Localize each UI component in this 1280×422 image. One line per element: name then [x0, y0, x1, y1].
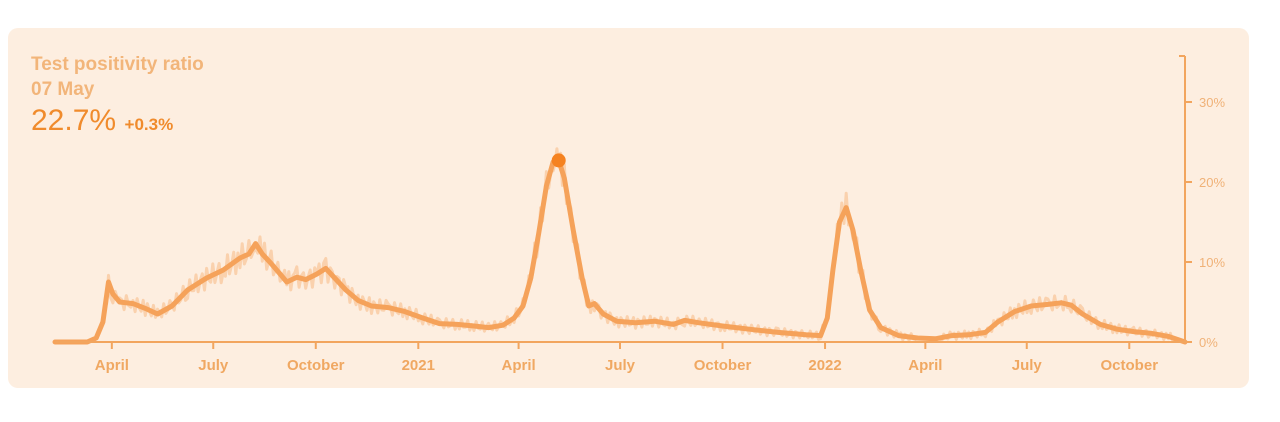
x-tick-label-3: 2021	[402, 357, 435, 374]
x-tick-label-7: 2022	[808, 357, 841, 374]
x-tick-label-9: July	[1012, 357, 1043, 374]
x-tick-label-8: April	[908, 357, 942, 374]
readout-value: 22.7%	[31, 104, 117, 137]
chart-card	[8, 28, 1249, 388]
x-tick-label-0: April	[95, 357, 129, 374]
x-tick-label-10: October	[1101, 357, 1159, 374]
readout-panel: Test positivity ratio 07 May 22.7% +0.3%	[31, 52, 204, 138]
x-tick-label-1: July	[198, 357, 229, 374]
readout-date: 07 May	[31, 79, 95, 100]
x-tick-label-2: October	[287, 357, 345, 374]
series-line	[52, 157, 1188, 345]
y-tick-label-0: 0%	[1199, 335, 1218, 350]
y-tick-label-1: 10%	[1199, 255, 1225, 270]
readout-value-row: 22.7% +0.3%	[31, 104, 204, 138]
highlight-marker	[551, 153, 566, 168]
chart-title: Test positivity ratio	[31, 54, 204, 75]
readout-change: +0.3%	[124, 115, 174, 134]
x-tick-label-6: October	[694, 357, 752, 374]
x-tick-label-5: July	[605, 357, 636, 374]
x-tick-label-4: April	[502, 357, 536, 374]
y-tick-label-3: 30%	[1199, 95, 1225, 110]
y-tick-label-2: 20%	[1199, 175, 1225, 190]
